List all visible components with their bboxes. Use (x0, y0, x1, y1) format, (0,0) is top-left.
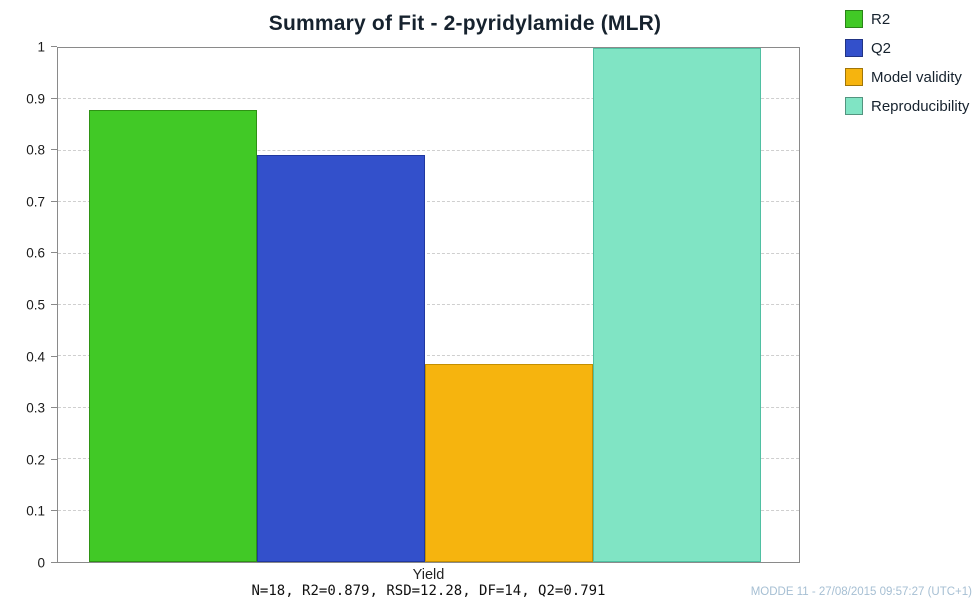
legend-item-q2: Q2 (845, 39, 975, 57)
y-tick-label-0.4: 0.4 (26, 349, 45, 365)
legend-label-model-validity: Model validity (871, 68, 962, 86)
y-axis: 0 0.1 0.2 0.3 0.4 0.5 0.6 0.7 0.8 0.9 1 (0, 40, 57, 571)
gridline-0.9 (58, 98, 799, 100)
x-axis-label: Yield (412, 567, 445, 583)
y-tick-label-0.9: 0.9 (26, 91, 45, 107)
plot-area (57, 47, 800, 563)
bar-model-validity (425, 364, 593, 562)
gridline-0.7 (58, 201, 799, 203)
y-tick-mark-0.2 (51, 458, 57, 460)
legend-item-reproducibility: Reproducibility (845, 97, 975, 115)
x-axis-stats: N=18, R2=0.879, RSD=12.28, DF=14, Q2=0.7… (251, 583, 606, 599)
bar-reproducibility (593, 48, 761, 562)
legend-swatch-reproducibility (845, 97, 863, 115)
y-tick-label-0.1: 0.1 (26, 503, 45, 519)
bar-q2 (257, 155, 425, 562)
y-tick-mark-0.4 (51, 355, 57, 357)
legend-label-r2: R2 (871, 10, 891, 28)
y-tick-label-0.6: 0.6 (26, 245, 45, 261)
watermark: MODDE 11 - 27/08/2015 09:57:27 (UTC+1) (750, 586, 972, 598)
legend-swatch-r2 (845, 10, 863, 28)
bar-r2 (89, 110, 257, 562)
y-tick-label-0.8: 0.8 (26, 142, 45, 158)
legend-swatch-model-validity (845, 68, 863, 86)
legend-item-r2: R2 (845, 10, 975, 28)
legend-item-model-validity: Model validity (845, 68, 975, 86)
chart-title: Summary of Fit - 2-pyridylamide (MLR) (268, 12, 662, 35)
gridline-0.5 (58, 304, 799, 305)
legend-label-reproducibility: Reproducibility (871, 97, 970, 115)
y-tick-label-0.2: 0.2 (26, 452, 45, 468)
y-tick-mark-0.7 (51, 200, 57, 202)
y-tick-mark-0 (51, 562, 57, 563)
y-tick-mark-0.3 (51, 407, 57, 409)
y-tick-mark-0.5 (51, 304, 57, 305)
y-tick-mark-0.1 (51, 510, 57, 512)
legend: R2 Q2 Model validity Reproducibility (845, 10, 975, 126)
y-tick-mark-0.6 (51, 252, 57, 254)
y-tick-label-0.7: 0.7 (26, 194, 45, 210)
gridline-0.4 (58, 355, 799, 357)
legend-label-q2: Q2 (871, 39, 892, 57)
y-tick-label-1: 1 (37, 39, 45, 55)
y-tick-label-0: 0 (37, 555, 45, 571)
gridline-0.8 (58, 149, 799, 151)
legend-swatch-q2 (845, 39, 863, 57)
y-tick-mark-0.9 (51, 97, 57, 99)
y-tick-label-0.3: 0.3 (26, 400, 45, 416)
y-tick-mark-0.8 (51, 149, 57, 151)
y-tick-mark-1 (51, 46, 57, 47)
y-tick-label-0.5: 0.5 (26, 297, 45, 313)
gridline-0.6 (58, 252, 799, 254)
